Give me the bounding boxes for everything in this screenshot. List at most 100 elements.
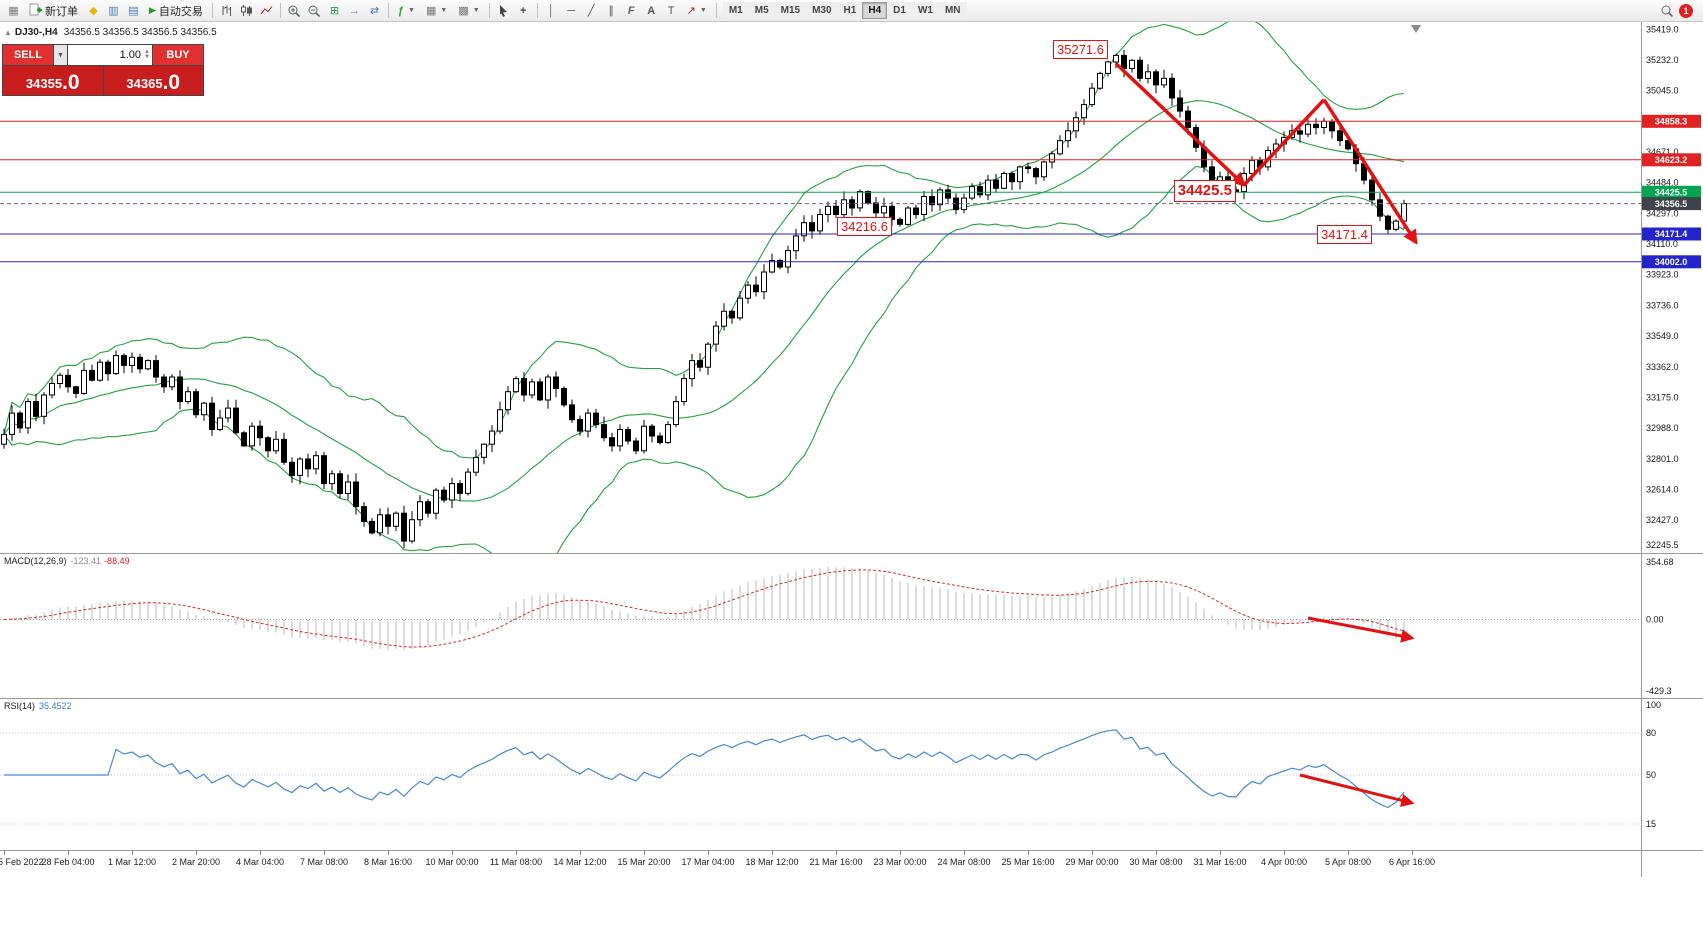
new-order-label: 新订单 [45, 5, 78, 18]
mql-editor-icon[interactable]: ◆ [89, 5, 98, 17]
cursor-icon[interactable] [494, 2, 513, 20]
price-badge-34858.3 [1642, 114, 1701, 128]
market-watch-icon[interactable]: ▥ [108, 5, 119, 17]
sell-button[interactable]: SELL [3, 45, 53, 65]
indicators-button[interactable]: ƒ ▼ [393, 2, 420, 20]
chart-symbol-label: DJ30-,H4 [14, 27, 58, 38]
rsi-label: RSI(14) 35.4522 [4, 701, 72, 711]
time-label: 23 Mar 00:00 [873, 857, 927, 867]
timeframe-M5[interactable]: M5 [748, 2, 775, 19]
sell-price[interactable]: 34355.0 [3, 66, 103, 95]
text-label-icon[interactable]: T [667, 4, 675, 17]
trend-arrow-1[interactable] [1114, 62, 1247, 188]
time-tick [1220, 851, 1221, 855]
time-tick [1412, 851, 1413, 855]
volume-down-icon: ▼ [144, 54, 150, 60]
line-chart-icon[interactable] [257, 2, 276, 20]
price-axis-label: 35045.0 [1646, 86, 1679, 96]
timeframe-M15[interactable]: M15 [774, 2, 807, 19]
candlestick-chart-icon[interactable] [237, 2, 256, 20]
buy-price[interactable]: 34365.0 [103, 66, 203, 95]
timeframe-H1[interactable]: H1 [837, 2, 863, 19]
time-tick [4, 851, 5, 855]
equidistant-channel-icon[interactable]: ∥ [608, 5, 614, 17]
rsi-line [4, 729, 1405, 809]
toolbar: ▦ 新订单 ◆ ▥ ▤ ▶ 自动交易 ⊞ → ⇄ ƒ ▼ ▦ ▼ ▩ ▼ + │ ─ … [0, 0, 1703, 22]
time-tick [1156, 851, 1157, 855]
time-tick [260, 851, 261, 855]
volume-input[interactable]: 1.00 ▲ ▼ [68, 45, 152, 65]
time-tick [772, 851, 773, 855]
auto-trading-button[interactable]: ▶ 自动交易 [144, 2, 208, 20]
price-annotation-34216.6[interactable]: 34216.6 [837, 217, 892, 236]
rsi-trend-arrow[interactable] [1299, 773, 1415, 807]
rsi-panel[interactable]: 100 80 50 15 RSI(14) 35.4522 [0, 698, 1703, 850]
time-label: 21 Mar 16:00 [809, 857, 863, 867]
timeframe-H4[interactable]: H4 [862, 2, 888, 19]
volume-value: 1.00 [119, 49, 142, 61]
price-axis-label: 33362.0 [1646, 362, 1679, 372]
price-badge-text: 34858.3 [1655, 117, 1688, 127]
buy-button[interactable]: BUY [153, 45, 203, 65]
arrows-tool-button[interactable]: ↗ ▼ [682, 2, 712, 20]
periods-button[interactable]: ▦ ▼ [421, 2, 452, 20]
toolbar-separator [211, 3, 213, 18]
horizontal-line-icon[interactable]: ─ [567, 4, 576, 17]
crosshair-icon[interactable]: + [519, 4, 527, 17]
volume-spinner[interactable]: ▲ ▼ [144, 49, 150, 60]
trend-arrow-2[interactable] [1242, 98, 1326, 187]
price-annotation-34171.4[interactable]: 34171.4 [1317, 225, 1372, 244]
timeframe-M30[interactable]: M30 [806, 2, 838, 19]
chevron-down-icon: ▼ [699, 7, 707, 14]
macd-signal-line [3, 569, 1405, 648]
time-tick [900, 851, 901, 855]
macd-histogram [11, 566, 1405, 651]
bar-chart-icon[interactable] [217, 2, 236, 20]
search-icon[interactable] [1657, 2, 1676, 20]
price-badge-34425.5 [1642, 185, 1701, 199]
rsi-axis-label: 100 [1646, 700, 1661, 710]
chart-shift-icon[interactable]: ⇄ [369, 5, 380, 17]
price-axis-label: 32614.0 [1646, 485, 1679, 495]
trendline-icon[interactable]: ╱ [587, 5, 595, 17]
price-badge-text: 34425.5 [1655, 188, 1688, 198]
rsi-axis-label: 80 [1646, 728, 1656, 738]
chart-panel[interactable]: 35419.035232.035045.034858.034671.034484… [0, 22, 1703, 553]
zoom-out-icon[interactable] [305, 2, 324, 20]
timeframe-D1[interactable]: D1 [887, 2, 912, 19]
chart-window-icon[interactable]: ▦ [8, 5, 19, 17]
auto-scroll-icon[interactable]: → [348, 4, 360, 17]
notification-badge[interactable]: 1 [1679, 3, 1693, 18]
navigator-icon[interactable]: ▤ [128, 5, 139, 17]
timeframe-MN[interactable]: MN [938, 2, 967, 19]
price-annotation-34425.5[interactable]: 34425.5 [1173, 180, 1236, 202]
time-label: 14 Mar 12:00 [553, 857, 607, 867]
price-axis-label: 33923.0 [1646, 270, 1679, 280]
text-icon[interactable]: A [647, 4, 656, 17]
macd-trend-arrow[interactable] [1307, 616, 1415, 643]
price-annotation-35271.6[interactable]: 35271.6 [1053, 40, 1108, 59]
price-axis-label: 35419.0 [1646, 24, 1679, 34]
time-tick [644, 851, 645, 855]
price-axis-label: 33175.0 [1646, 393, 1679, 403]
time-tick [516, 851, 517, 855]
price-badge-34623.2 [1642, 153, 1701, 167]
fibonacci-icon[interactable]: F [627, 4, 635, 17]
timeframe-W1[interactable]: W1 [911, 2, 939, 19]
trend-arrow-3[interactable] [1322, 98, 1418, 245]
new-order-button[interactable]: 新订单 [24, 2, 83, 20]
tile-windows-icon[interactable]: ⊞ [329, 5, 340, 17]
zoom-in-icon[interactable] [285, 2, 304, 20]
vertical-line-icon[interactable]: │ [547, 4, 555, 17]
one-click-collapse-icon[interactable]: ▲ [4, 28, 12, 37]
macd-panel[interactable]: 354.68 0.00 -429.3 MACD(12,26,9) -123.41 -88… [0, 553, 1703, 698]
price-axis-label: 34484.0 [1646, 178, 1679, 188]
timeframe-group: M1 M5 M15 M30 H1 H4 D1 W1 MN [722, 2, 967, 19]
time-tick [388, 851, 389, 855]
chart-shift-marker[interactable] [1411, 25, 1421, 33]
one-click-dropdown[interactable]: ▼ [54, 45, 67, 65]
timeframe-M1[interactable]: M1 [722, 2, 749, 19]
bollinger-lower-band [3, 165, 1405, 553]
templates-button[interactable]: ▩ ▼ [453, 2, 484, 20]
